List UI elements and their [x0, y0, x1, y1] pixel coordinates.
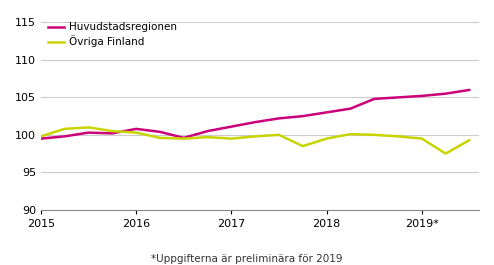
Text: *Uppgifterna är preliminära för 2019: *Uppgifterna är preliminära för 2019 [151, 254, 343, 264]
Legend: Huvudstadsregionen, Övriga Finland: Huvudstadsregionen, Övriga Finland [46, 20, 179, 49]
